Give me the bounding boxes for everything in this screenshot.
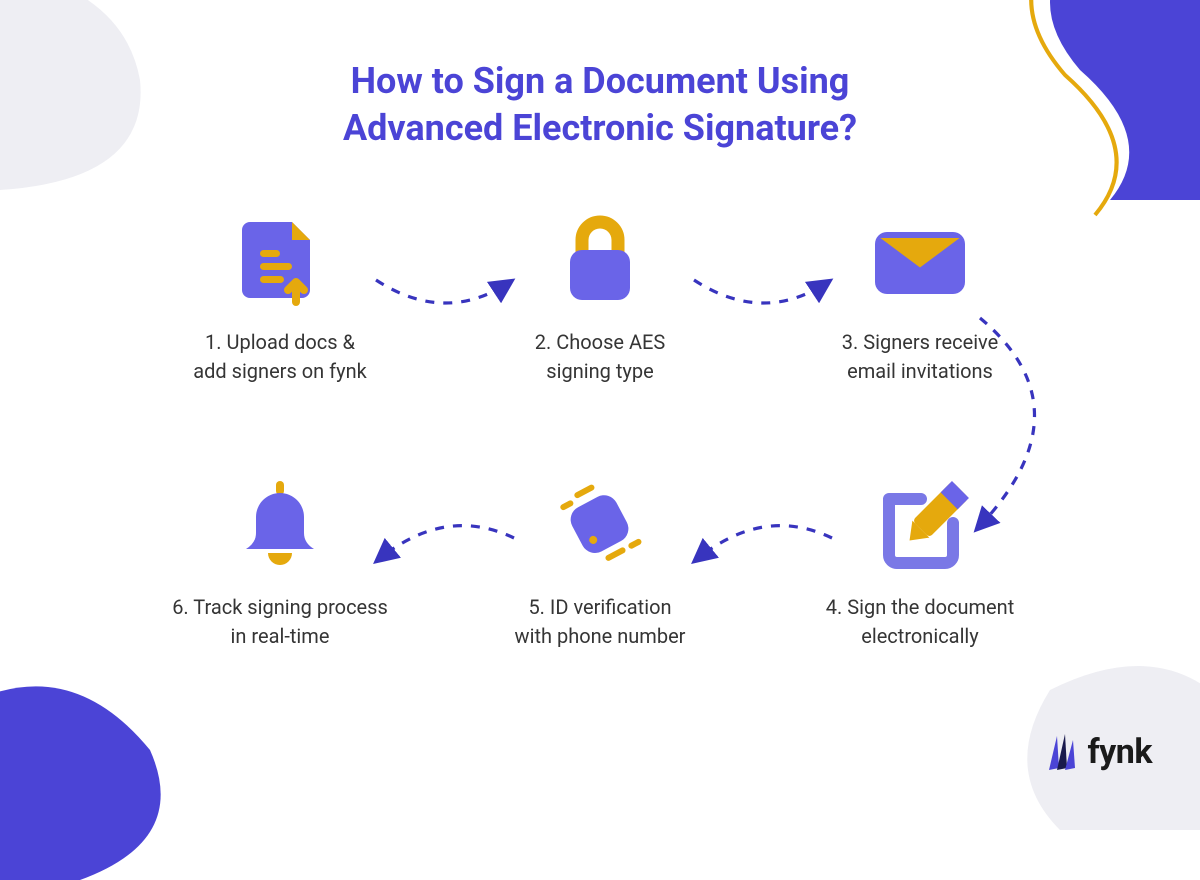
brand-logo-text: fynk bbox=[1087, 732, 1152, 772]
step-6: 6. Track signing process in real-time bbox=[160, 475, 400, 651]
bell-icon bbox=[220, 475, 340, 575]
title-line-2: Advanced Electronic Signature? bbox=[343, 107, 857, 149]
arrow-5-6 bbox=[370, 520, 520, 580]
title-line-1: How to Sign a Document Using bbox=[351, 60, 850, 102]
arrow-3-4 bbox=[960, 310, 1100, 540]
brand-logo: fynk bbox=[1043, 732, 1152, 772]
lock-icon bbox=[540, 210, 660, 310]
step-6-label: 6. Track signing process in real-time bbox=[160, 593, 400, 651]
fynk-logo-icon bbox=[1043, 732, 1079, 772]
arrow-1-2 bbox=[370, 270, 520, 330]
envelope-icon bbox=[860, 210, 980, 310]
page-title: How to Sign a Document Using Advanced El… bbox=[0, 58, 1200, 152]
step-1: 1. Upload docs & add signers on fynk bbox=[160, 210, 400, 386]
step-4-label: 4. Sign the document electronically bbox=[800, 593, 1040, 651]
step-2-label: 2. Choose AES signing type bbox=[480, 328, 720, 386]
document-upload-icon bbox=[220, 210, 340, 310]
arrow-4-5 bbox=[688, 520, 838, 580]
bg-blob-bottom-left bbox=[0, 660, 200, 880]
phone-id-icon bbox=[540, 475, 660, 575]
step-5-label: 5. ID verification with phone number bbox=[480, 593, 720, 651]
arrow-2-3 bbox=[688, 270, 838, 330]
step-1-label: 1. Upload docs & add signers on fynk bbox=[160, 328, 400, 386]
